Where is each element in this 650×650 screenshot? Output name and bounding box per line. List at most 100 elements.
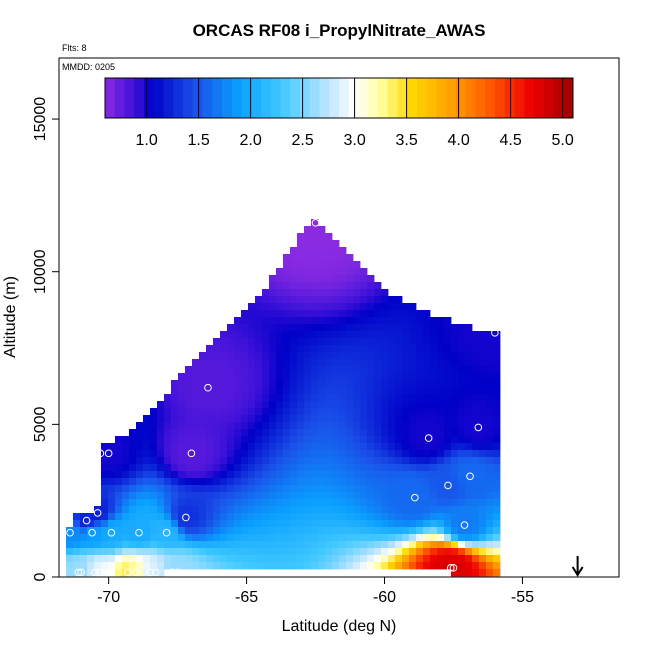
heatmap-cell [171,499,179,507]
heatmap-cell [108,485,116,493]
heatmap-cell [262,541,270,549]
heatmap-cell [157,485,165,493]
heatmap-cell [136,436,144,444]
heatmap-cell [437,401,445,409]
heatmap-cell [157,415,165,423]
heatmap-cell [297,268,305,276]
heatmap-cell [479,380,487,388]
heatmap-cell [206,492,214,500]
heatmap-cell [479,422,487,430]
heatmap-cell [465,422,473,430]
heatmap-cell [66,555,74,563]
heatmap-cell [255,422,263,430]
heatmap-cell [423,366,431,374]
heatmap-cell [311,352,319,360]
heatmap-cell [199,450,207,458]
heatmap-cell [395,415,403,423]
heatmap-cell [269,443,277,451]
heatmap-cell [395,520,403,528]
heatmap-cell [318,415,326,423]
heatmap-cell [465,457,473,465]
heatmap-cell [276,422,284,430]
heatmap-cell [381,527,389,535]
heatmap-cell [416,471,424,479]
heatmap-cell [311,422,319,430]
heatmap-cell [360,527,368,535]
colorbar-segment [153,78,164,118]
heatmap-cell [150,450,158,458]
heatmap-cell [157,513,165,521]
heatmap-cell [339,485,347,493]
heatmap-cell [311,492,319,500]
heatmap-cell [157,408,165,416]
heatmap-cell [164,534,172,542]
heatmap-cell [255,373,263,381]
heatmap-cell [157,401,165,409]
heatmap-cell [185,429,193,437]
heatmap-cell [101,527,109,535]
heatmap-cell [430,471,438,479]
heatmap-cell [332,338,340,346]
heatmap-cell [311,331,319,339]
heatmap-cell [241,534,249,542]
heatmap-cell [269,345,277,353]
heatmap-cell [367,310,375,318]
heatmap-cell [157,443,165,451]
heatmap-cell [213,408,221,416]
heatmap-cell [297,492,305,500]
heatmap-cell [458,457,466,465]
heatmap-cell [325,471,333,479]
heatmap-cell [416,415,424,423]
heatmap-cell [150,534,158,542]
heatmap-cell [360,268,368,276]
heatmap-cell [304,296,312,304]
heatmap-cell [164,527,172,535]
heatmap-cell [255,303,263,311]
heatmap-cell [332,387,340,395]
heatmap-cell [472,499,480,507]
heatmap-cell [101,492,109,500]
heatmap-cell [276,534,284,542]
heatmap-cell [409,562,417,570]
heatmap-cell [213,436,221,444]
heatmap-cell [409,303,417,311]
heatmap-cell [234,401,242,409]
heatmap-cell [437,485,445,493]
heatmap-cell [339,338,347,346]
heatmap-cell [430,492,438,500]
heatmap-cell [199,506,207,514]
heatmap-cell [318,261,326,269]
heatmap-cell [311,310,319,318]
heatmap-cell [423,471,431,479]
heatmap-cell [283,282,291,290]
heatmap-cell [409,499,417,507]
heatmap-cell [479,373,487,381]
heatmap-cell [458,352,466,360]
heatmap-cell [129,492,137,500]
heatmap-cell [157,506,165,514]
colorbar-segment [475,78,486,118]
heatmap-cell [101,534,109,542]
heatmap-cell [318,464,326,472]
heatmap-cell [381,366,389,374]
heatmap-cell [318,317,326,325]
x-tick-label: -65 [235,589,258,606]
heatmap-cell [493,345,501,353]
heatmap-cell [199,373,207,381]
heatmap-cell [458,443,466,451]
heatmap-cell [311,415,319,423]
heatmap-cell [465,485,473,493]
heatmap-cell [465,541,473,549]
heatmap-cell [227,415,235,423]
heatmap-cell [444,499,452,507]
heatmap-cell [332,366,340,374]
heatmap-cell [367,380,375,388]
heatmap-cell [465,527,473,535]
heatmap-cell [122,485,130,493]
heatmap-cell [325,408,333,416]
heatmap-cell [311,226,319,234]
heatmap-cell [339,268,347,276]
heatmap-cell [255,394,263,402]
heatmap-cell [486,415,494,423]
heatmap-cell [262,450,270,458]
